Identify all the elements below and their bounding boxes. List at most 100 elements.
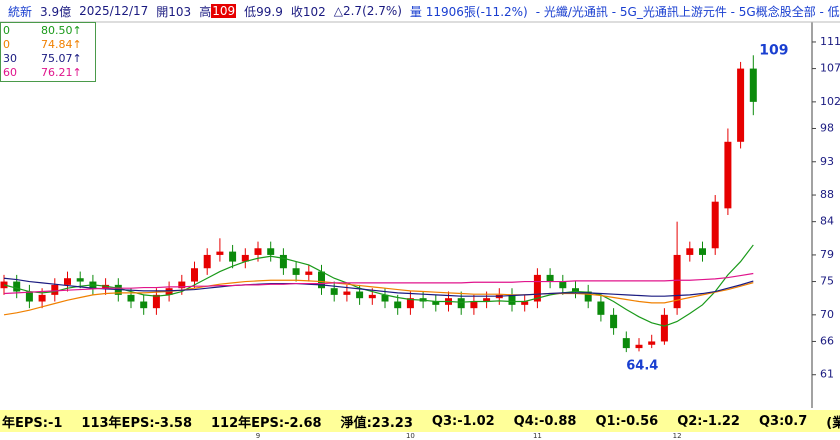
candle-body [152, 294, 160, 309]
moving-average-line [3, 279, 754, 316]
candle-body [241, 254, 249, 262]
candle-body [584, 291, 592, 302]
candle-body [610, 314, 618, 329]
candle-body [686, 248, 694, 255]
candle-body [140, 301, 148, 309]
candle-body [699, 248, 706, 255]
candle-body [546, 274, 554, 282]
candle-body [673, 254, 681, 309]
candle-body [229, 251, 237, 262]
candle-body [38, 294, 46, 302]
legend-value: 76.21↑ [41, 66, 82, 79]
candle-body [749, 68, 757, 102]
header-item: - 光纖/光通訊 - 5G_光通訊上游元件 - 5G概念股全部 - 低軌 [535, 4, 840, 19]
candle-body [127, 294, 135, 302]
y-tick-label: 75 [820, 275, 834, 288]
header-item: 低99.9 [244, 4, 283, 19]
candle-body [724, 141, 732, 209]
header-item: 2025/12/17 [79, 4, 149, 18]
candle-body [432, 301, 440, 305]
candle-body [483, 298, 491, 302]
candle-body [254, 248, 262, 255]
x-tick-label: 9 [256, 432, 260, 440]
candle-body [203, 254, 211, 269]
y-tick-label: 102 [820, 95, 840, 108]
moving-average-line [3, 277, 754, 297]
y-tick-label: 61 [820, 368, 834, 381]
candle-body [292, 268, 300, 275]
candle-body [343, 291, 351, 295]
y-tick-label: 70 [820, 308, 834, 321]
quote-header: 統新 3.9億 2025/12/17 開103 高 109 低99.9 收102 △2.7(2.… [8, 2, 840, 20]
candle-body [737, 68, 745, 142]
candle-body [13, 281, 21, 292]
candle-body [406, 298, 414, 309]
candle-body [559, 281, 567, 289]
candle-body [597, 301, 605, 315]
y-tick-label: 93 [820, 155, 834, 168]
footer-item: 年EPS:-1 [2, 415, 63, 431]
candle-body [318, 271, 325, 289]
header-item: 統新 [8, 4, 33, 19]
candle-body [267, 248, 275, 255]
y-tick-label: 107 [820, 62, 840, 75]
candle-body [635, 344, 643, 349]
x-tick-label: 12 [673, 432, 682, 440]
footer-item: Q3:0.7 [758, 413, 808, 429]
footer-item: 112年EPS:-2.68 [211, 415, 322, 431]
footer-item: Q1:-0.56 [595, 413, 659, 429]
candle-body [76, 278, 84, 282]
legend-name: 60 [3, 66, 17, 79]
header-item: 109 [211, 4, 237, 18]
legend-svg: 0 80.50↑ 0 74.84↑ 30 75.07↑ 60 76.21↑ [3, 24, 82, 79]
moving-average-line [3, 272, 754, 295]
candle-body [521, 301, 529, 305]
candle-body [279, 254, 287, 269]
header-item: 開103 [156, 4, 192, 19]
candle-body [64, 278, 71, 285]
header-item: 3.9億 [40, 4, 72, 19]
footer-item: Q3:-1.02 [431, 413, 495, 429]
header-item: 收102 [290, 4, 326, 19]
header-item: △2.7(2.7%) [333, 4, 402, 18]
footer-item: Q2:-1.22 [677, 413, 740, 429]
header-item: 高 [199, 4, 212, 19]
candle-body [381, 294, 389, 302]
y-tick-label: 84 [820, 215, 834, 228]
footer-item: (業務):薄膜濾 [826, 415, 840, 431]
candle-body [368, 294, 376, 299]
legend-name: 30 [3, 52, 17, 65]
candle-body [572, 288, 579, 292]
candle-body [216, 251, 224, 255]
moving-average-line [3, 244, 754, 327]
x-tick-label: 11 [533, 432, 542, 440]
legend: 0 80.50↑ 0 74.84↑ 30 75.07↑ 60 76.21↑ [0, 22, 96, 82]
candle-body [711, 201, 719, 249]
candle-body [622, 338, 630, 349]
y-tick-label: 98 [820, 121, 834, 134]
legend-name: 0 [3, 38, 10, 51]
footer-item: 113年EPS:-3.58 [81, 415, 192, 431]
footer-item: Q4:-0.88 [513, 413, 577, 429]
legend-value: 75.07↑ [41, 52, 82, 65]
legend-value: 74.84↑ [41, 38, 82, 51]
candle-body [533, 274, 541, 302]
low-label: 64.4 [626, 359, 658, 374]
eps-footer: 年EPS:-1 113年EPS:-3.58 112年EPS:-2.68 淨值:23.2… [0, 410, 840, 432]
candle-body [25, 291, 33, 302]
candle-body [51, 284, 59, 295]
y-tick-label: 79 [820, 248, 834, 261]
footer-item: 淨值:23.23 [340, 415, 413, 431]
x-tick-label: 10 [406, 432, 415, 440]
candle-body [648, 341, 656, 345]
y-tick-label: 111 [820, 35, 840, 48]
candle-body [457, 298, 465, 309]
candle-body [508, 294, 516, 305]
candle-body [178, 281, 186, 289]
candle-body [305, 271, 313, 275]
y-tick-label: 66 [820, 334, 834, 347]
candle-body [330, 288, 338, 295]
legend-name: 0 [3, 24, 10, 37]
